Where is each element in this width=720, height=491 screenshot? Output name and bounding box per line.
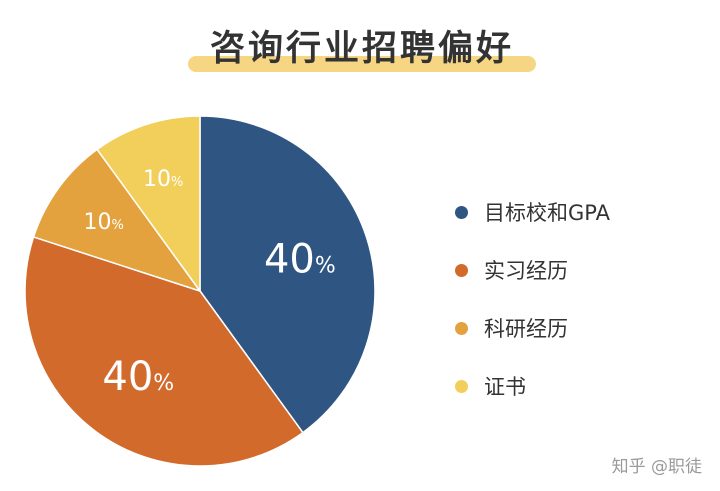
- legend-item-3: 科研经历: [455, 299, 685, 357]
- legend-swatch: [455, 321, 468, 335]
- slice-value-label-2: 40%: [102, 354, 174, 400]
- chart-title: 咨询行业招聘偏好: [209, 29, 514, 69]
- legend-label: 证书: [484, 375, 526, 399]
- legend-item-1: 目标校和GPA: [455, 183, 685, 241]
- title-block: 咨询行业招聘偏好: [188, 18, 536, 78]
- pie-slices: [24, 115, 376, 467]
- slice-value-label-1: 40%: [264, 237, 336, 283]
- legend-label: 科研经历: [484, 317, 568, 341]
- legend-item-4: 证书: [455, 357, 685, 415]
- legend-label: 目标校和GPA: [484, 201, 610, 225]
- watermark: 知乎 @职徒: [611, 457, 702, 477]
- pie-slice-1: [199, 115, 376, 434]
- pie-labels: 40% 40% 10% 10%: [84, 167, 336, 400]
- legend-item-2: 实习经历: [455, 241, 685, 299]
- legend-label: 实习经历: [484, 259, 568, 283]
- legend-swatch: [455, 205, 468, 219]
- pie-slice-4: [96, 115, 201, 294]
- slice-value-label-4: 10%: [143, 167, 183, 192]
- legend-swatch: [455, 379, 468, 393]
- slice-value-label-3: 10%: [84, 210, 124, 235]
- chart-legend: 目标校和GPA 实习经历科研经历证书: [455, 183, 685, 415]
- legend-swatch: [455, 263, 468, 277]
- pie-slice-2: [24, 235, 304, 467]
- title-highlight-bar: [188, 56, 536, 72]
- pie-slice-3: [32, 148, 202, 293]
